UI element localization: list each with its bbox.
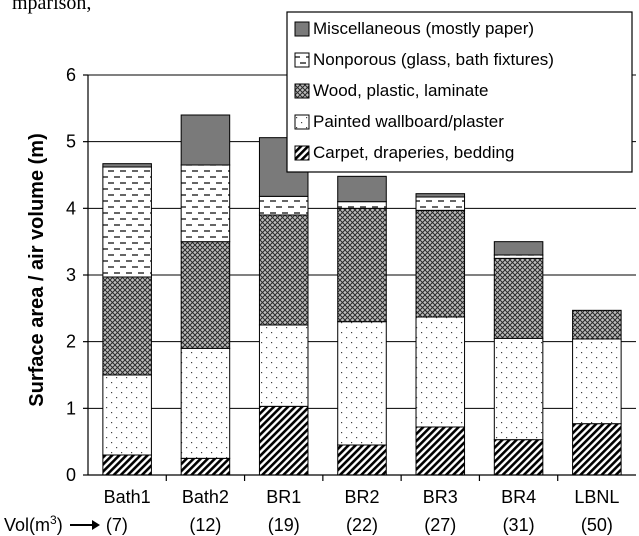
bar-segment	[102, 276, 152, 376]
bar-segment	[415, 196, 466, 211]
legend-swatch	[294, 52, 310, 68]
bar-segment	[415, 209, 466, 318]
volume-label: (27)	[424, 515, 456, 535]
y-tick-label: 0	[66, 465, 76, 485]
volume-label: (31)	[503, 515, 535, 535]
bar-segment	[493, 257, 544, 339]
legend-box	[286, 11, 633, 173]
legend-swatch	[294, 114, 310, 130]
bar-segment	[415, 316, 466, 428]
bar-segment	[493, 241, 544, 256]
legend-swatch	[294, 21, 310, 37]
bar-segment	[337, 444, 387, 476]
bar-segment	[102, 166, 152, 278]
y-tick-label: 2	[66, 332, 76, 352]
volume-label: (7)	[106, 515, 128, 535]
legend-swatch	[294, 83, 310, 99]
axes-group	[83, 74, 636, 481]
x-tick-label: Bath2	[182, 487, 229, 507]
legend-swatch	[294, 145, 310, 161]
bar-segment	[337, 175, 387, 203]
x-tick-label: Bath1	[104, 487, 151, 507]
bars-group	[102, 114, 622, 476]
bar-segment	[258, 405, 309, 476]
volume-label: (19)	[268, 515, 300, 535]
bar-segment	[493, 439, 544, 476]
y-tick-labels: 0 1 2 3 4 5 6	[66, 65, 76, 485]
bar-segment	[180, 114, 231, 166]
bar-segment	[337, 321, 387, 446]
x-tick-label: BR4	[501, 487, 536, 507]
bar-segment	[337, 207, 387, 323]
x-tick-label: BR3	[423, 487, 458, 507]
bar-segment	[258, 195, 309, 216]
bar-segment	[572, 423, 622, 476]
legend-label: Carpet, draperies, bedding	[313, 143, 514, 162]
bar-segment	[572, 338, 622, 425]
legend-label: Miscellaneous (mostly paper)	[313, 19, 534, 38]
bar-segment	[102, 454, 152, 476]
y-tick-label: 1	[66, 398, 76, 418]
bar-segment	[337, 201, 387, 209]
bar-segment	[258, 324, 309, 407]
bar-segment	[572, 309, 622, 340]
x-tick-label: BR2	[344, 487, 379, 507]
volume-label: (50)	[581, 515, 613, 535]
bar-segment	[493, 337, 544, 441]
bar-segment	[102, 163, 152, 168]
y-tick-label: 4	[66, 198, 76, 218]
bar-segment	[180, 164, 231, 243]
legend-label: Wood, plastic, laminate	[313, 81, 488, 100]
volume-axis-label: Vol(m3)	[4, 513, 63, 535]
x-tick-label: BR1	[266, 487, 301, 507]
volume-label: (22)	[346, 515, 378, 535]
bar-segment	[415, 426, 466, 476]
volume-labels: (7) (12) (19) (22) (27) (31) (50) Vol(m3)	[4, 513, 613, 535]
y-tick-label: 5	[66, 132, 76, 152]
y-tick-label: 3	[66, 265, 76, 285]
bar-segment	[415, 193, 466, 198]
legend: Miscellaneous (mostly paper) Nonporous (g…	[286, 11, 633, 173]
bar-segment	[180, 457, 231, 476]
legend-label: Painted wallboard/plaster	[313, 112, 504, 131]
x-tick-label: LBNL	[574, 487, 619, 507]
bar-segment	[258, 214, 309, 326]
bar-segment	[180, 347, 231, 459]
y-axis-title: Surface area / air volume (m)	[26, 133, 48, 406]
bar-segment	[102, 374, 152, 456]
x-tick-labels: Bath1 Bath2 BR1 BR2 BR3 BR4 LBNL	[104, 487, 620, 507]
arrow-head-icon	[92, 520, 100, 530]
bar-segment	[180, 241, 231, 349]
y-tick-label: 6	[66, 65, 76, 85]
volume-label: (12)	[189, 515, 221, 535]
header-fragment-text: mparison,	[12, 0, 92, 14]
legend-label: Nonporous (glass, bath fixtures)	[313, 50, 554, 69]
